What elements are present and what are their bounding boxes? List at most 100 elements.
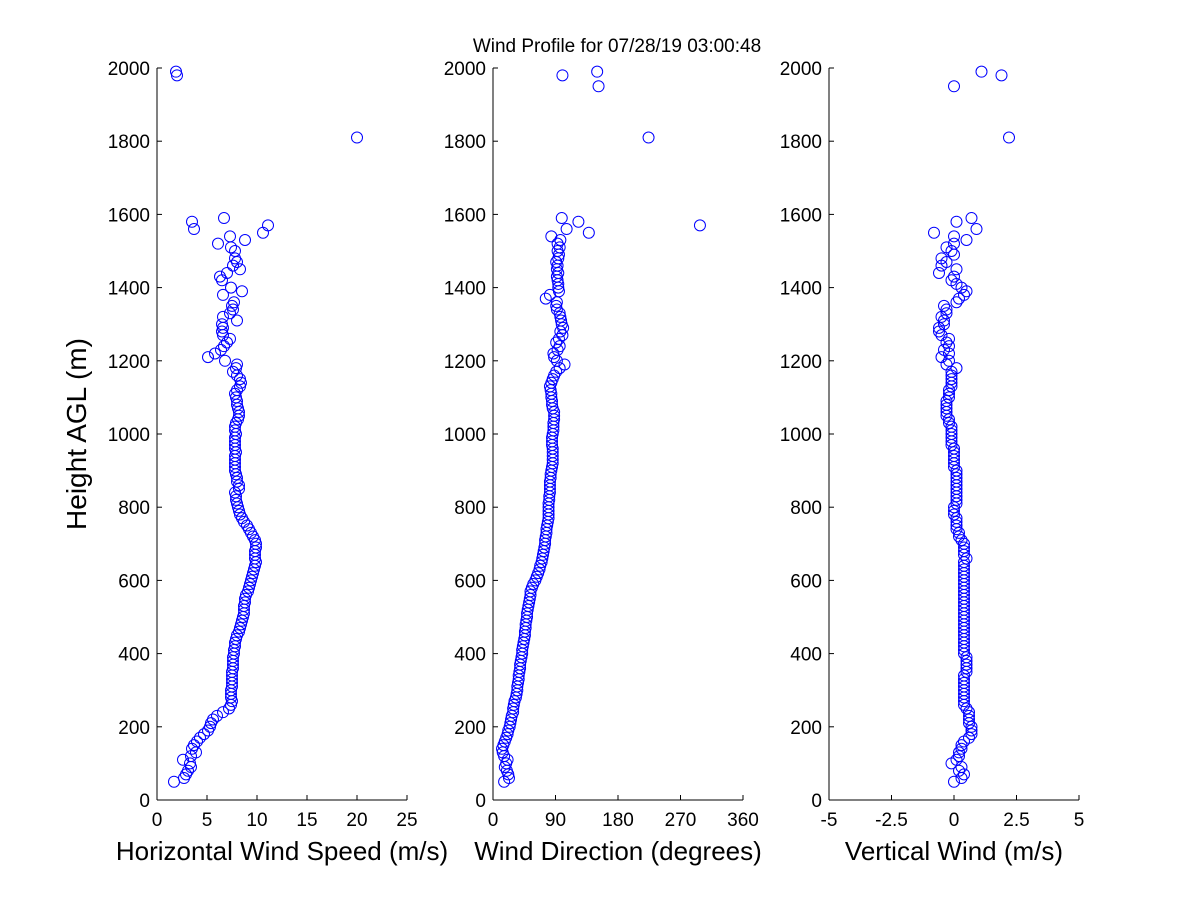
data-point: [950, 468, 963, 481]
data-point: [221, 266, 233, 279]
data-point: [524, 589, 537, 602]
data-point: [217, 310, 229, 323]
data-point: [948, 270, 960, 283]
data-point: [948, 501, 960, 514]
data-point: [555, 212, 568, 225]
data-point: [950, 464, 963, 477]
data-point: [591, 65, 604, 78]
data-point: [502, 772, 515, 785]
data-point: [945, 420, 958, 433]
data-point: [953, 764, 965, 777]
data-point: [554, 310, 567, 323]
data-point: [533, 563, 546, 576]
data-point: [186, 215, 198, 228]
y-tick-label: 800: [454, 498, 486, 519]
data-point: [507, 698, 520, 711]
y-tick-label: 1000: [780, 425, 822, 446]
data-point: [504, 717, 517, 730]
data-point: [938, 314, 950, 327]
data-point: [216, 318, 228, 331]
y-tick-label: 600: [118, 571, 150, 592]
data-point: [950, 519, 963, 532]
data-point: [940, 241, 953, 254]
x-axis-label: Wind Direction (degrees): [474, 836, 762, 866]
data-point: [960, 654, 973, 667]
data-point: [950, 753, 963, 766]
data-point: [234, 263, 246, 276]
y-tick-label: 1200: [780, 352, 822, 373]
data-point: [582, 226, 595, 239]
data-point: [219, 354, 231, 367]
data-point: [950, 296, 963, 309]
y-tick-label: 400: [118, 645, 150, 666]
data-point: [943, 417, 955, 430]
data-point: [940, 303, 953, 316]
y-tick-label: 1400: [780, 279, 822, 300]
x-tick-label: 20: [346, 810, 367, 831]
data-point: [950, 512, 963, 525]
data-point: [642, 131, 655, 144]
data-point: [953, 530, 965, 543]
x-tick-label: 25: [396, 810, 417, 831]
y-tick-label: 2000: [444, 59, 486, 80]
y-tick-label: 1000: [444, 425, 486, 446]
data-point: [960, 702, 973, 715]
data-point: [965, 720, 978, 733]
data-point: [958, 673, 970, 686]
data-point: [928, 226, 940, 239]
data-point: [539, 292, 552, 305]
data-point: [953, 750, 965, 763]
y-tick-label: 1800: [780, 132, 822, 153]
data-point: [955, 742, 968, 755]
data-points: [168, 65, 363, 788]
data-point: [970, 223, 983, 236]
data-point: [215, 343, 227, 356]
data-point: [229, 424, 241, 437]
panel-3: 0 200 400 600 800 1000 1200 1400 1600 1800 2000 -5 -…: [780, 59, 1085, 866]
data-point: [950, 215, 963, 228]
data-point: [239, 596, 251, 609]
data-point: [948, 237, 960, 250]
y-tick-label: 400: [790, 645, 822, 666]
data-point: [953, 746, 965, 759]
data-point: [965, 212, 978, 225]
data-point: [558, 358, 571, 371]
x-tick-label: 15: [296, 810, 317, 831]
y-tick-label: 1200: [108, 352, 150, 373]
x-tick-label: 180: [602, 810, 634, 831]
data-point: [194, 731, 206, 744]
data-point: [945, 373, 958, 386]
x-tick-label: 90: [545, 810, 566, 831]
data-point: [170, 65, 182, 78]
data-point: [960, 234, 973, 247]
figure-title: Wind Profile for 07/28/19 03:00:48: [473, 36, 761, 57]
data-point: [202, 351, 214, 364]
y-tick-label: 1800: [108, 132, 150, 153]
data-point: [550, 299, 563, 312]
data-point: [940, 402, 953, 415]
data-point: [556, 69, 569, 82]
y-tick-label: 0: [475, 791, 486, 812]
data-point: [262, 219, 274, 232]
data-point: [933, 266, 945, 279]
data-point: [560, 223, 573, 236]
y-tick-label: 0: [811, 791, 822, 812]
data-point: [958, 545, 970, 558]
data-point: [950, 471, 963, 484]
data-point: [551, 237, 564, 250]
data-point: [207, 713, 219, 726]
data-points: [496, 65, 706, 788]
data-point: [948, 442, 960, 455]
data-point: [177, 753, 189, 766]
data-point: [960, 651, 973, 664]
y-tick-label: 1400: [108, 279, 150, 300]
data-points: [928, 65, 1015, 788]
data-point: [975, 65, 988, 78]
data-point: [217, 288, 229, 301]
data-point: [221, 336, 233, 349]
data-point: [545, 230, 558, 243]
y-tick-label: 2000: [780, 59, 822, 80]
y-tick-label: 600: [790, 571, 822, 592]
x-tick-label: -5: [821, 810, 838, 831]
x-tick-label: 5: [1074, 810, 1085, 831]
